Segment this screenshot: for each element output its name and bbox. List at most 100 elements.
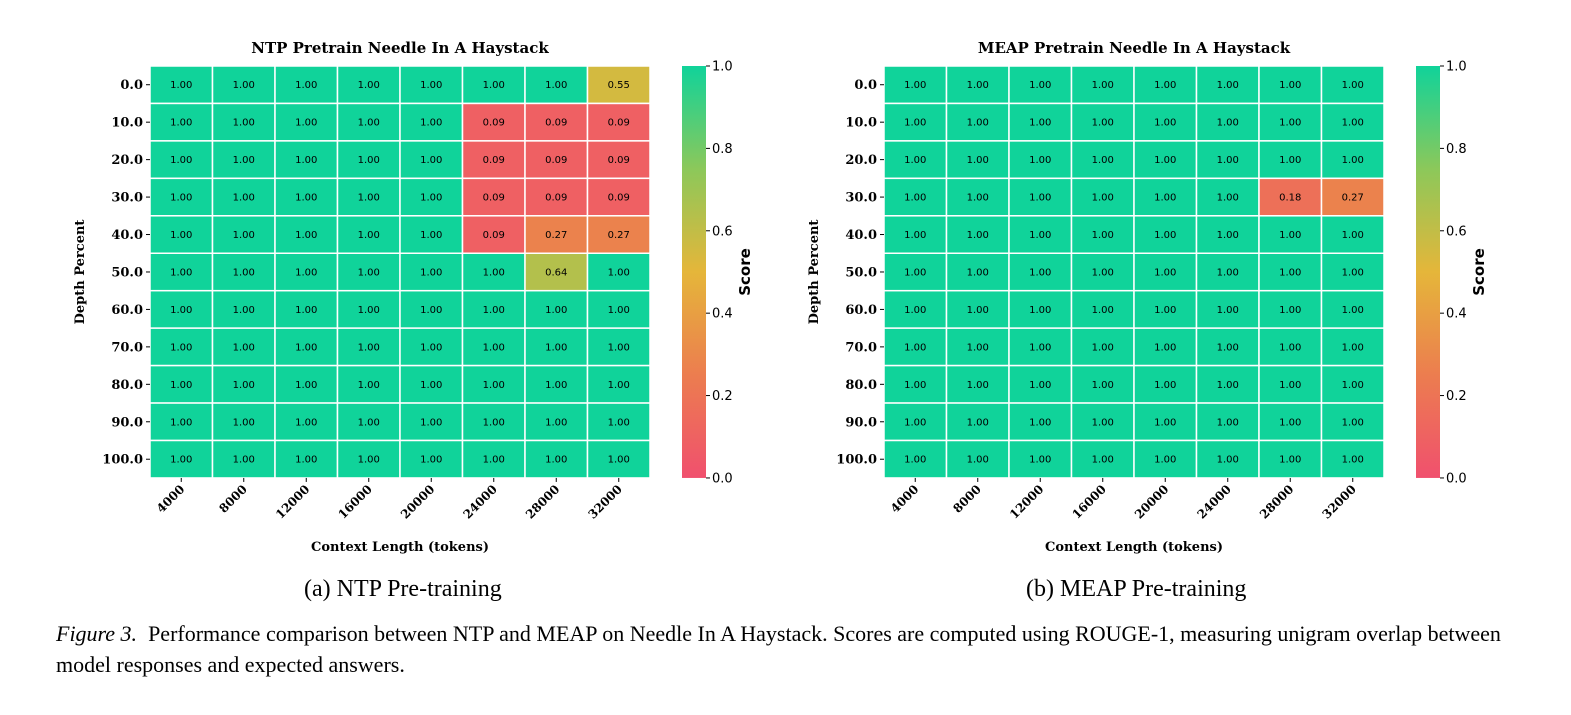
heatmap-cell [586, 65, 651, 105]
cell-value-label: 1.00 [967, 342, 989, 353]
cell-value-label: 1.00 [1092, 380, 1114, 391]
y-tick-label: 20.0 [845, 153, 877, 168]
cell-value-label: 1.00 [358, 417, 380, 428]
heatmap-cell [1008, 327, 1073, 367]
heatmap-cell [461, 65, 526, 105]
heatmap-cell [336, 215, 401, 255]
cell-value-label: 1.00 [1029, 342, 1051, 353]
y-tick-label: 50.0 [845, 265, 877, 280]
cell-value-label: 1.00 [233, 80, 255, 91]
y-tick-label: 20.0 [111, 153, 143, 168]
cell-value-label: 1.00 [170, 417, 192, 428]
cell-value-label: 0.09 [608, 118, 630, 129]
x-axis-label: Context Length (tokens) [311, 540, 489, 555]
cell-value-label: 0.55 [608, 80, 630, 91]
cell-value-label: 1.00 [1217, 342, 1239, 353]
heatmap-cell [883, 439, 948, 479]
cell-value-label: 1.00 [1279, 267, 1301, 278]
y-tick-label: 40.0 [111, 228, 143, 243]
heatmap-cell [1008, 140, 1073, 180]
heatmap-cell [1258, 402, 1323, 442]
heatmap-cell [586, 439, 651, 479]
heatmap-cell [524, 177, 589, 217]
heatmap-cell [1258, 327, 1323, 367]
cell-value-label: 1.00 [608, 305, 630, 316]
heatmap-cell [1320, 252, 1385, 292]
cell-value-label: 1.00 [170, 380, 192, 391]
cell-value-label: 1.00 [420, 380, 442, 391]
cell-value-label: 1.00 [295, 230, 317, 241]
cell-value-label: 1.00 [967, 80, 989, 91]
cell-value-label: 1.00 [904, 267, 926, 278]
subcaption-b: (b) MEAP Pre-training [1026, 576, 1247, 602]
heatmap-cell [1070, 289, 1135, 329]
cell-value-label: 1.00 [170, 342, 192, 353]
heatmap-cell [524, 140, 589, 180]
cell-value-label: 1.00 [420, 455, 442, 466]
cell-value-label: 1.00 [904, 455, 926, 466]
cell-value-label: 1.00 [1154, 342, 1176, 353]
y-tick-label: 80.0 [845, 378, 877, 393]
heatmap-cell [336, 364, 401, 404]
heatmap-cell [336, 102, 401, 142]
heatmap-cell [883, 364, 948, 404]
heatmap-cell [1133, 402, 1198, 442]
heatmap-cell [461, 252, 526, 292]
cell-value-label: 1.00 [1342, 118, 1364, 129]
x-tick-label: 32000 [585, 482, 624, 521]
heatmap-cell [524, 289, 589, 329]
cell-value-label: 1.00 [295, 380, 317, 391]
cell-value-label: 1.00 [483, 267, 505, 278]
cell-value-label: 1.00 [1029, 417, 1051, 428]
cell-value-label: 1.00 [1029, 193, 1051, 204]
heatmap-cell [945, 327, 1010, 367]
heatmap-cell [211, 439, 276, 479]
heatmap-cell [586, 102, 651, 142]
cell-value-label: 1.00 [1154, 267, 1176, 278]
cell-value-label: 1.00 [1342, 267, 1364, 278]
cell-value-label: 1.00 [1279, 80, 1301, 91]
heatmap-cell [149, 402, 214, 442]
heatmap-cell [1133, 215, 1198, 255]
cell-value-label: 1.00 [1217, 455, 1239, 466]
colorbar-tick-label: 0.8 [712, 142, 733, 157]
cell-value-label: 1.00 [483, 342, 505, 353]
cell-value-label: 1.00 [233, 193, 255, 204]
cell-value-label: 1.00 [1092, 417, 1114, 428]
heatmap-cell [945, 402, 1010, 442]
cell-value-label: 1.00 [1279, 380, 1301, 391]
heatmap-cell [1320, 215, 1385, 255]
cell-value-label: 1.00 [233, 380, 255, 391]
x-tick-label: 12000 [1007, 482, 1046, 521]
cell-value-label: 1.00 [1154, 305, 1176, 316]
x-tick-label: 20000 [1132, 482, 1171, 521]
cell-value-label: 1.00 [233, 417, 255, 428]
heatmap-cell [1320, 364, 1385, 404]
cell-value-label: 1.00 [358, 342, 380, 353]
cell-value-label: 1.00 [1154, 417, 1176, 428]
cell-value-label: 1.00 [1154, 118, 1176, 129]
heatmap-cell [274, 177, 339, 217]
cell-value-label: 1.00 [1029, 267, 1051, 278]
heatmap-cell [1070, 439, 1135, 479]
cell-value-label: 1.00 [1029, 305, 1051, 316]
cell-value-label: 1.00 [904, 380, 926, 391]
cell-value-label: 1.00 [358, 267, 380, 278]
x-tick-label: 8000 [216, 482, 250, 516]
heatmap-cell [883, 289, 948, 329]
cell-value-label: 1.00 [1217, 155, 1239, 166]
cell-value-label: 1.00 [358, 118, 380, 129]
heatmap-cell [1258, 289, 1323, 329]
heatmap-cell [945, 140, 1010, 180]
cell-value-label: 1.00 [545, 342, 567, 353]
cell-value-label: 1.00 [295, 267, 317, 278]
cell-value-label: 1.00 [233, 455, 255, 466]
heatmap-cell [1008, 289, 1073, 329]
cell-value-label: 1.00 [170, 193, 192, 204]
heatmap-cell [461, 140, 526, 180]
heatmap-cell [586, 140, 651, 180]
heatmap-cell [524, 402, 589, 442]
cell-value-label: 1.00 [295, 305, 317, 316]
x-tick-label: 28000 [523, 482, 562, 521]
cell-value-label: 1.00 [295, 155, 317, 166]
